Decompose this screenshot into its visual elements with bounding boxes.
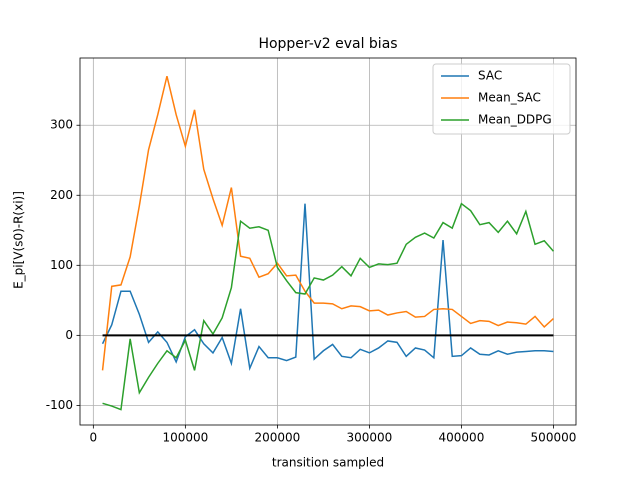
y-axis-label: E_pi[V(s0)-R(xi)] (12, 191, 26, 289)
legend-label: SAC (478, 69, 502, 83)
y-tick-label: 200 (50, 188, 73, 202)
x-tick-label: 0 (90, 431, 98, 445)
plot-frame (79, 57, 577, 426)
x-tick-label: 200000 (254, 431, 300, 445)
y-tick-label: 300 (50, 118, 73, 132)
x-tick-label: 500000 (531, 431, 577, 445)
y-tick-label: 0 (65, 328, 73, 342)
x-tick-label: 300000 (347, 431, 393, 445)
series-line (101, 76, 554, 371)
chart-title: Hopper-v2 eval bias (258, 36, 397, 52)
series-line (102, 202, 555, 411)
x-tick-label: 400000 (439, 431, 485, 445)
y-tick-label: 100 (50, 258, 73, 272)
legend-label: Mean_SAC (478, 91, 541, 105)
series-line (101, 203, 554, 371)
x-tick-label: 100000 (162, 431, 208, 445)
legend-box (432, 63, 571, 135)
legend-label: Mean_DDPG (478, 113, 552, 127)
y-tick-label: -100 (46, 398, 73, 412)
x-axis-label: transition sampled (272, 456, 384, 470)
